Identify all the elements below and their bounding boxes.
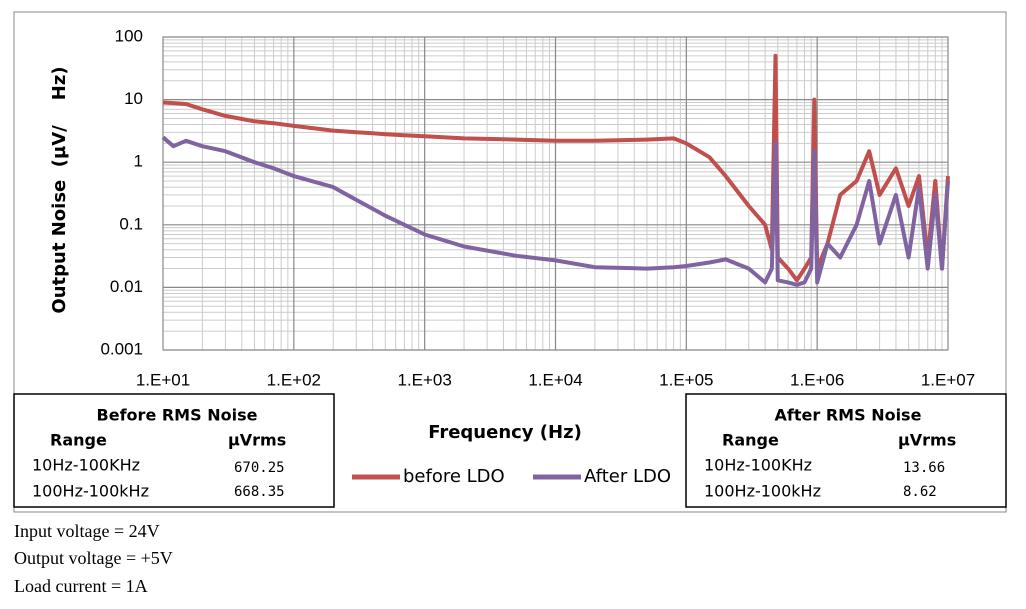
- table-box: [685, 393, 1007, 508]
- table-header: Range: [722, 431, 779, 450]
- chart-border: [13, 11, 1007, 513]
- table-cell: 10Hz-100KHz: [32, 456, 140, 475]
- series-line: [162, 53, 950, 283]
- table-cell: 100Hz-100kHz: [704, 482, 821, 501]
- legend: before LDO After LDO: [352, 466, 671, 487]
- table-title: Before RMS Noise: [97, 406, 258, 425]
- table-cell: 8.62: [903, 484, 937, 500]
- table-cell: 670.25: [234, 460, 285, 476]
- labels: 1.E+01 1.E+02 1.E+03 1.E+04 1.E+05 1.E+06 1.E+…: [100, 26, 975, 389]
- x-tick-label: 1.E+01: [136, 370, 190, 389]
- note: Input voltage = 24V: [14, 521, 160, 541]
- lines: [161, 53, 950, 287]
- table-header: µVrms: [228, 431, 286, 450]
- before-table: Before RMS Noise Range µVrms 10Hz-100KHz…: [13, 393, 335, 508]
- table-cell: 668.35: [234, 484, 285, 500]
- x-tick-label: 1.E+06: [790, 370, 844, 389]
- y-tick-label: 0.001: [100, 339, 143, 358]
- note: Output voltage = +5V: [14, 548, 173, 568]
- table-cell: 10Hz-100KHz: [704, 456, 812, 475]
- y-tick-label: 0.1: [119, 214, 143, 233]
- series-line: [161, 135, 950, 287]
- y-tick-label: 100: [115, 26, 143, 45]
- grid: [162, 36, 949, 351]
- table-cell: 13.66: [903, 460, 945, 476]
- x-tick-label: 1.E+03: [397, 370, 451, 389]
- x-tick-label: 1.E+02: [267, 370, 321, 389]
- y-tick-label: 10: [124, 89, 143, 108]
- table-title: After RMS Noise: [775, 406, 922, 425]
- table-header: µVrms: [898, 431, 956, 450]
- legend-label: before LDO: [403, 466, 505, 487]
- x-tick-label: 1.E+05: [659, 370, 713, 389]
- y-axis-label: Output Noise (µV/ Hz): [49, 66, 70, 313]
- note: Load current = 1A: [14, 576, 148, 596]
- y-tick-label: 1: [134, 152, 143, 171]
- table-box: [13, 393, 335, 508]
- table-cell: 100Hz-100kHz: [32, 482, 149, 501]
- x-tick-label: 1.E+04: [528, 370, 582, 389]
- x-axis-label: Frequency (Hz): [428, 422, 582, 443]
- y-tick-label: 0.01: [110, 277, 143, 296]
- legend-label: After LDO: [584, 466, 671, 487]
- table-header: Range: [50, 431, 107, 450]
- x-tick-label: 1.E+07: [921, 370, 975, 389]
- after-table: After RMS Noise Range µVrms 10Hz-100KHz …: [685, 393, 1007, 508]
